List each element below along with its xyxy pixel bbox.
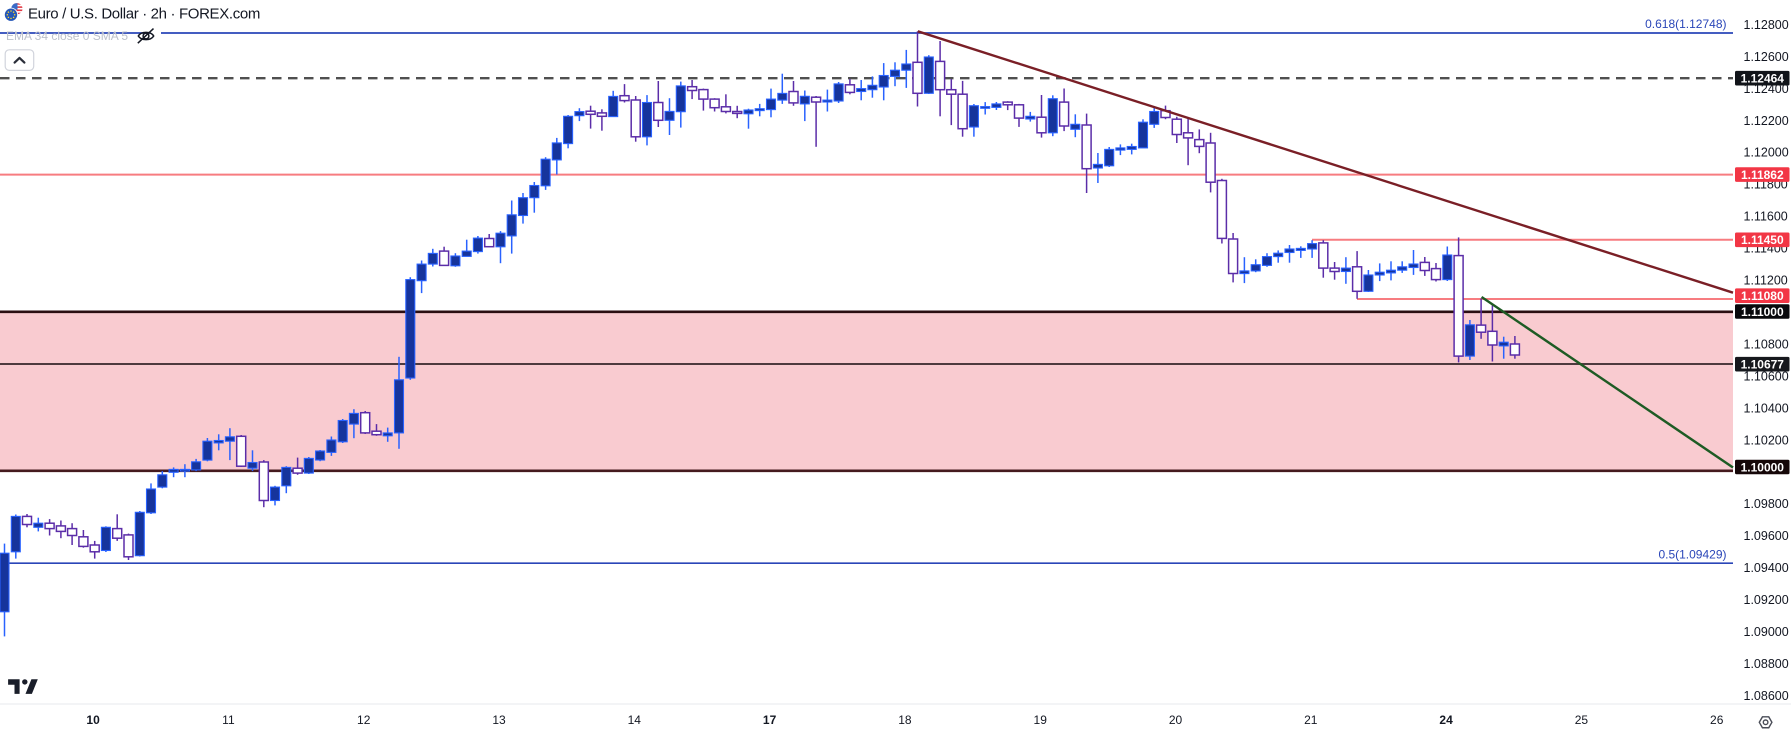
svg-text:1.10200: 1.10200 <box>1744 433 1789 447</box>
svg-text:17: 17 <box>763 713 777 727</box>
svg-text:20: 20 <box>1169 713 1183 727</box>
svg-text:0.5(1.09429): 0.5(1.09429) <box>1658 547 1726 561</box>
svg-text:1.08600: 1.08600 <box>1744 689 1789 703</box>
svg-text:1.12800: 1.12800 <box>1744 18 1789 32</box>
svg-text:1.09400: 1.09400 <box>1744 561 1789 575</box>
svg-text:10: 10 <box>86 713 100 727</box>
svg-text:1.12600: 1.12600 <box>1744 50 1789 64</box>
svg-text:1.11000: 1.11000 <box>1741 305 1784 319</box>
svg-text:1.10000: 1.10000 <box>1741 460 1785 474</box>
svg-text:EMA 34 close 0 SMA 5: EMA 34 close 0 SMA 5 <box>6 29 128 43</box>
svg-text:Euro / U.S. Dollar · 2h · FORE: Euro / U.S. Dollar · 2h · FOREX.com <box>28 6 260 23</box>
svg-text:18: 18 <box>898 713 912 727</box>
svg-text:1.12000: 1.12000 <box>1744 146 1789 160</box>
svg-text:25: 25 <box>1575 713 1589 727</box>
svg-text:1.10677: 1.10677 <box>1741 358 1785 372</box>
svg-text:11: 11 <box>222 713 235 727</box>
svg-text:26: 26 <box>1710 713 1724 727</box>
svg-text:1.11862: 1.11862 <box>1741 168 1784 182</box>
svg-text:19: 19 <box>1034 713 1048 727</box>
svg-text:1.11450: 1.11450 <box>1741 233 1784 247</box>
svg-text:1.10800: 1.10800 <box>1744 337 1789 351</box>
svg-text:1.10400: 1.10400 <box>1744 401 1789 415</box>
svg-text:1.11200: 1.11200 <box>1744 274 1788 288</box>
svg-text:21: 21 <box>1304 713 1318 727</box>
svg-text:1.09800: 1.09800 <box>1744 497 1789 511</box>
svg-text:0.618(1.12748): 0.618(1.12748) <box>1645 17 1726 31</box>
svg-text:1.10600: 1.10600 <box>1744 369 1789 383</box>
svg-text:1.09600: 1.09600 <box>1744 529 1789 543</box>
svg-text:1.11600: 1.11600 <box>1744 210 1788 224</box>
svg-text:1.12200: 1.12200 <box>1744 114 1789 128</box>
svg-text:1.12464: 1.12464 <box>1741 72 1785 86</box>
svg-text:14: 14 <box>628 713 642 727</box>
svg-text:1.11080: 1.11080 <box>1741 289 1784 303</box>
svg-text:1.09200: 1.09200 <box>1744 593 1789 607</box>
svg-text:24: 24 <box>1439 713 1453 727</box>
svg-text:12: 12 <box>357 713 371 727</box>
svg-text:1.09000: 1.09000 <box>1744 625 1789 639</box>
svg-text:13: 13 <box>492 713 506 727</box>
svg-text:1.08800: 1.08800 <box>1744 657 1789 671</box>
